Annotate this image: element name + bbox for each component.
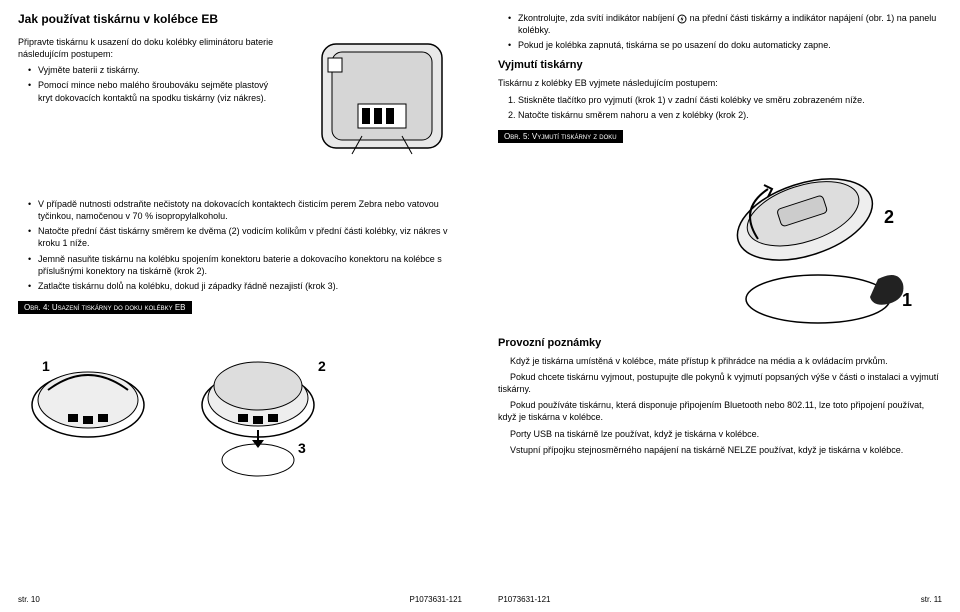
right-footer: P1073631-121 str. 11 — [498, 595, 942, 604]
removal-step-1: Stiskněte tlačítko pro vyjmutí (krok 1) … — [518, 94, 942, 106]
left-heading: Jak používat tiskárnu v kolébce EB — [18, 12, 462, 26]
step-remove-cover: Pomocí mince nebo malého šroubováku sejm… — [28, 79, 284, 103]
check-auto-on: Pokud je kolébka zapnutá, tiskárna se po… — [508, 39, 942, 51]
left-top-row: Připravte tiskárnu k usazení do doku kol… — [18, 36, 462, 158]
removal-step-2: Natočte tiskárnu směrem nahoru a ven z k… — [518, 109, 942, 121]
opnote-3: Porty USB na tiskárně lze používat, když… — [498, 428, 942, 440]
left-steps-1: Vyjměte baterii z tiskárny. Pomocí mince… — [18, 64, 284, 103]
opnotes-heading: Provozní poznámky — [498, 337, 942, 349]
check-indicator: Zkontrolujte, zda svítí indikátor nabíje… — [508, 12, 942, 36]
left-intro: Připravte tiskárnu k usazení do doku kol… — [18, 36, 284, 60]
fig4-num-3: 3 — [298, 440, 306, 456]
fig5-num-1: 1 — [902, 290, 912, 311]
removal-heading: Vyjmutí tiskárny — [498, 59, 942, 71]
right-footer-doc: P1073631-121 — [498, 595, 551, 604]
check-indicator-pre: Zkontrolujte, zda svítí indikátor nabíje… — [518, 13, 675, 23]
left-footer-page: str. 10 — [18, 595, 40, 604]
page-spread: Jak používat tiskárnu v kolébce EB Připr… — [0, 0, 960, 612]
fig5-caption: Obr. 5: Vyjmutí tiskárny z doku — [498, 130, 623, 143]
step-clean: V případě nutnosti odstraňte nečistoty n… — [28, 198, 462, 222]
fig4-caption: Obr. 4: Usazení tiskárny do doku kolébky… — [18, 301, 192, 314]
cradle-install-diagram — [18, 320, 338, 480]
fig4-num-1: 1 — [42, 358, 50, 374]
left-page: Jak používat tiskárnu v kolébce EB Připr… — [0, 0, 480, 612]
charge-icon — [677, 14, 687, 24]
step-slide: Jemně nasuňte tiskárnu na kolébku spojen… — [28, 253, 462, 277]
fig4-diagram-group: 1 2 3 — [18, 320, 338, 480]
fig5-diagram-group: 1 2 — [698, 149, 918, 329]
fig4-num-2: 2 — [318, 358, 326, 374]
right-page: Zkontrolujte, zda svítí indikátor nabíje… — [480, 0, 960, 612]
fig5-num-2: 2 — [884, 207, 894, 228]
opnote-0: Když je tiskárna umístěná v kolébce, mát… — [498, 355, 942, 367]
opnote-1: Pokud chcete tiskárnu vyjmout, postupujt… — [498, 371, 942, 395]
opnote-2: Pokud používáte tiskárnu, která disponuj… — [498, 399, 942, 423]
left-fig3-col — [302, 36, 462, 158]
step-remove-battery: Vyjměte baterii z tiskárny. — [28, 64, 284, 76]
left-footer: str. 10 P1073631-121 — [18, 595, 462, 604]
printer-bottom-diagram — [302, 36, 462, 156]
opnote-4: Vstupní přípojku stejnosměrného napájení… — [498, 444, 942, 456]
step-rotate-front: Natočte přední část tiskárny směrem ke d… — [28, 225, 462, 249]
step-push: Zatlačte tiskárnu dolů na kolébku, dokud… — [28, 280, 462, 292]
left-top-text: Připravte tiskárnu k usazení do doku kol… — [18, 36, 284, 158]
cradle-removal-diagram — [698, 149, 918, 329]
left-steps-2: V případě nutnosti odstraňte nečistoty n… — [18, 198, 462, 292]
right-check-list: Zkontrolujte, zda svítí indikátor nabíje… — [498, 12, 942, 51]
right-footer-page: str. 11 — [921, 595, 942, 604]
removal-steps: Stiskněte tlačítko pro vyjmutí (krok 1) … — [498, 94, 942, 121]
left-footer-doc: P1073631-121 — [410, 595, 463, 604]
removal-intro: Tiskárnu z kolébky EB vyjmete následujíc… — [498, 77, 942, 89]
